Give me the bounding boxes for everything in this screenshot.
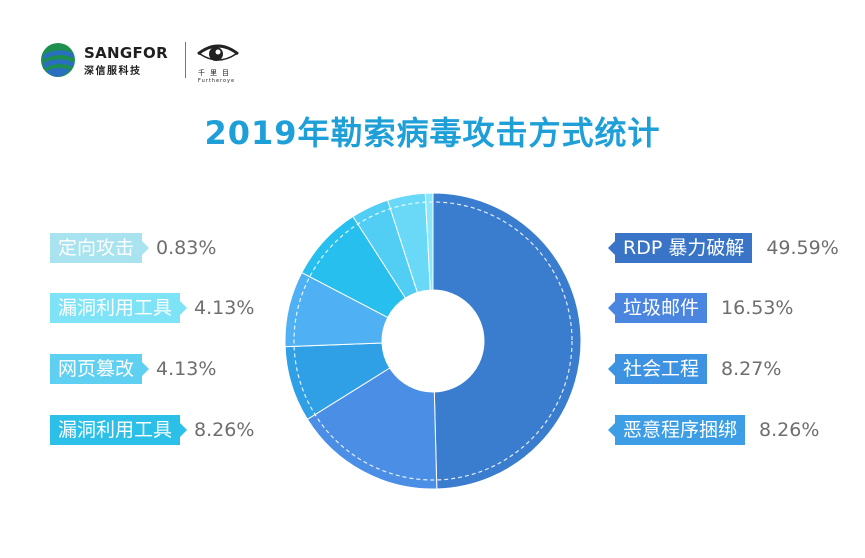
sangfor-logo-icon: [41, 43, 75, 77]
legend-right-item: 恶意程序捆绑 8.26%: [607, 415, 820, 445]
partner-name-cn: 千里目: [198, 69, 234, 77]
pie-slice-1: [432, 192, 582, 490]
logo-divider: [185, 42, 186, 78]
legend-percent: 8.27%: [721, 358, 782, 380]
legend-left-item: 网页篡改 4.13%: [50, 354, 216, 384]
legend-label: 社会工程: [607, 354, 708, 384]
pie-slice-8: [424, 192, 434, 291]
legend-percent: 4.13%: [156, 358, 217, 380]
legend-label: 恶意程序捆绑: [607, 415, 746, 445]
eye-logo-icon: [197, 44, 239, 61]
header-logos: SANGFOR 深信服科技 千里目 Furtheroye: [38, 40, 258, 86]
donut-dashed-ring: [293, 201, 573, 481]
sangfor-brand-sub: 深信服科技: [84, 66, 142, 77]
legend-right-item: 社会工程 8.27%: [607, 354, 782, 384]
legend-left-item: 漏洞利用工具 4.13%: [50, 293, 254, 323]
legend-percent: 16.53%: [721, 297, 794, 319]
legend-label: 垃圾邮件: [607, 293, 708, 323]
chart-title: 2019年勒索病毒攻击方式统计: [204, 114, 661, 152]
legend-percent: 0.83%: [156, 237, 217, 259]
sangfor-brand: SANGFOR: [84, 44, 168, 62]
legend-right-item: 垃圾邮件 16.53%: [607, 293, 794, 323]
partner-name-en: Furtheroye: [198, 78, 236, 84]
legend-label: 定向攻击: [50, 233, 150, 263]
legend-label: 漏洞利用工具: [50, 293, 188, 323]
legend-percent: 4.13%: [194, 297, 255, 319]
legend-percent: 49.59%: [766, 237, 839, 259]
legend-percent: 8.26%: [194, 419, 255, 441]
legend-label: 漏洞利用工具: [50, 415, 188, 445]
legend-label: 网页篡改: [50, 354, 150, 384]
legend-left-item: 定向攻击 0.83%: [50, 233, 216, 263]
pie-slice-2: [306, 367, 438, 490]
legend-label: RDP 暴力破解: [607, 233, 753, 263]
legend-percent: 8.26%: [759, 419, 820, 441]
legend-right-item: RDP 暴力破解 49.59%: [607, 233, 839, 263]
legend-left-item: 漏洞利用工具 8.26%: [50, 415, 254, 445]
